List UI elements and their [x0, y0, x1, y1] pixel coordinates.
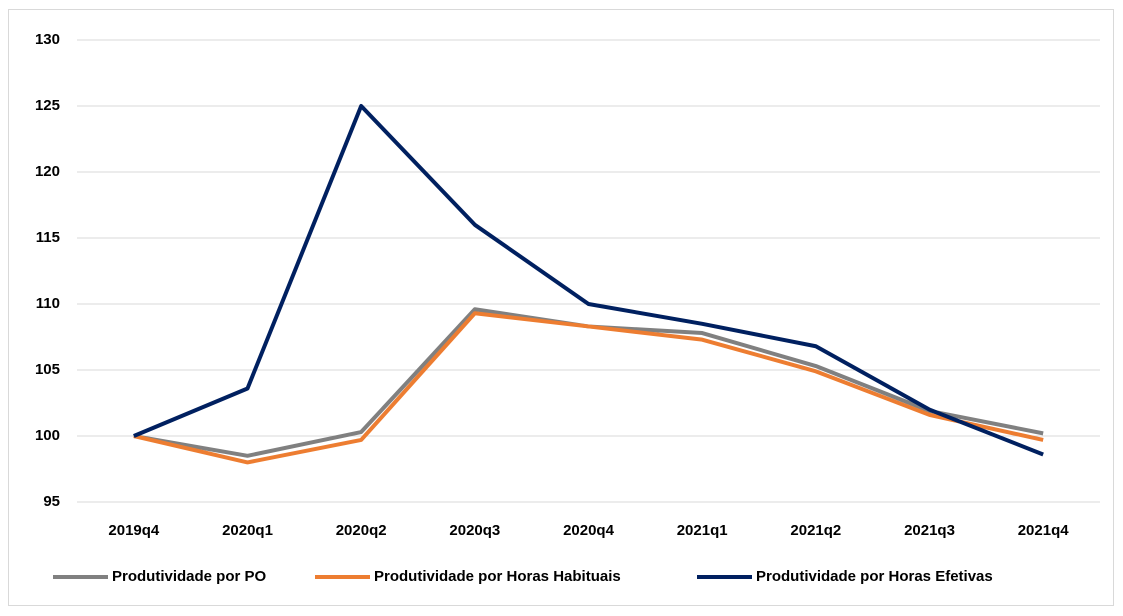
- legend-label: Produtividade por Horas Efetivas: [756, 568, 993, 585]
- y-tick-label: 100: [35, 427, 60, 444]
- y-tick-label: 95: [43, 493, 60, 510]
- y-tick-label: 125: [35, 97, 60, 114]
- series-line: [133, 311, 1044, 465]
- x-tick-label: 2019q4: [108, 522, 160, 539]
- legend-label: Produtividade por Horas Habituais: [374, 568, 621, 585]
- x-tick-label: 2021q4: [1018, 522, 1070, 539]
- x-tick-label: 2021q2: [790, 522, 841, 539]
- x-tick-label: 2021q1: [677, 522, 728, 539]
- series-line: [133, 104, 1044, 457]
- y-tick-label: 130: [35, 31, 60, 48]
- y-tick-label: 110: [36, 295, 60, 312]
- y-tick-label: 120: [35, 163, 60, 180]
- x-tick-label: 2020q4: [563, 522, 615, 539]
- x-tick-label: 2020q2: [336, 522, 387, 539]
- x-tick-label: 2020q3: [449, 522, 500, 539]
- y-tick-label: 115: [36, 229, 60, 246]
- x-tick-label: 2021q3: [904, 522, 955, 539]
- chart-border: [8, 9, 1114, 606]
- y-tick-label: 105: [35, 361, 60, 378]
- x-tick-label: 2020q1: [222, 522, 273, 539]
- legend-label: Produtividade por PO: [112, 568, 267, 585]
